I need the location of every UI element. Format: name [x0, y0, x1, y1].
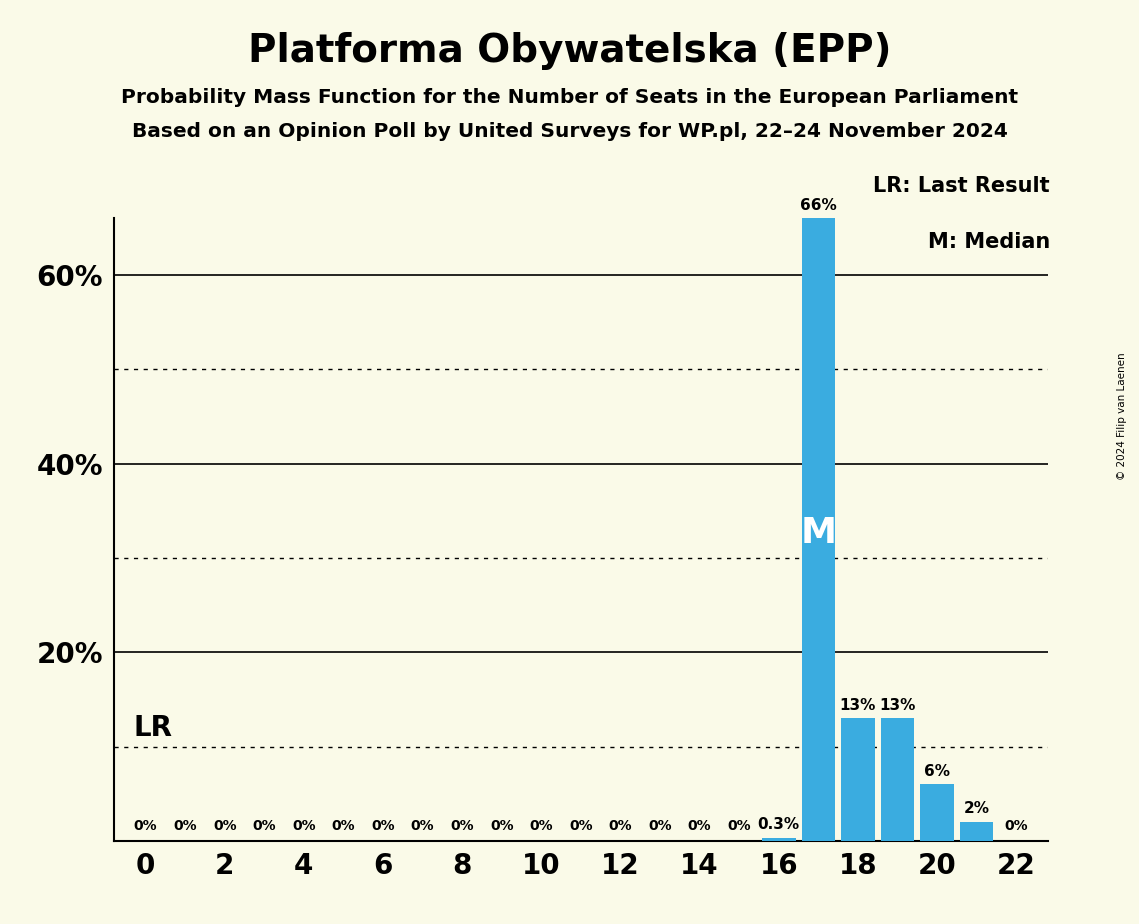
Bar: [880, 718, 915, 841]
Text: LR: Last Result: LR: Last Result: [874, 176, 1050, 196]
Text: Based on an Opinion Poll by United Surveys for WP.pl, 22–24 November 2024: Based on an Opinion Poll by United Surve…: [132, 122, 1007, 141]
Text: 0%: 0%: [411, 820, 434, 833]
Text: Platforma Obywatelska (EPP): Platforma Obywatelska (EPP): [248, 32, 891, 70]
Text: © 2024 Filip van Laenen: © 2024 Filip van Laenen: [1117, 352, 1126, 480]
Text: 66%: 66%: [800, 198, 837, 213]
Text: 13%: 13%: [839, 698, 876, 712]
Text: LR: LR: [133, 714, 173, 742]
Text: 0%: 0%: [173, 820, 197, 833]
Bar: [762, 838, 795, 841]
Bar: [802, 218, 835, 841]
Text: 2%: 2%: [964, 801, 990, 816]
Text: M: Median: M: Median: [927, 233, 1050, 252]
Text: 6%: 6%: [924, 763, 950, 779]
Text: 0%: 0%: [608, 820, 632, 833]
Bar: [920, 784, 953, 841]
Text: 0%: 0%: [292, 820, 316, 833]
Text: M: M: [801, 516, 836, 550]
Text: 0%: 0%: [331, 820, 355, 833]
Bar: [960, 822, 993, 841]
Text: 0%: 0%: [213, 820, 237, 833]
Text: 0%: 0%: [648, 820, 672, 833]
Text: 0%: 0%: [133, 820, 157, 833]
Bar: [841, 718, 875, 841]
Text: Probability Mass Function for the Number of Seats in the European Parliament: Probability Mass Function for the Number…: [121, 88, 1018, 107]
Text: 0%: 0%: [530, 820, 554, 833]
Text: 0%: 0%: [728, 820, 751, 833]
Text: 0%: 0%: [253, 820, 276, 833]
Text: 0%: 0%: [570, 820, 592, 833]
Text: 0%: 0%: [450, 820, 474, 833]
Text: 0.3%: 0.3%: [757, 818, 800, 833]
Text: 0%: 0%: [1005, 820, 1029, 833]
Text: 0%: 0%: [688, 820, 712, 833]
Text: 0%: 0%: [371, 820, 395, 833]
Text: 13%: 13%: [879, 698, 916, 712]
Text: 0%: 0%: [490, 820, 514, 833]
